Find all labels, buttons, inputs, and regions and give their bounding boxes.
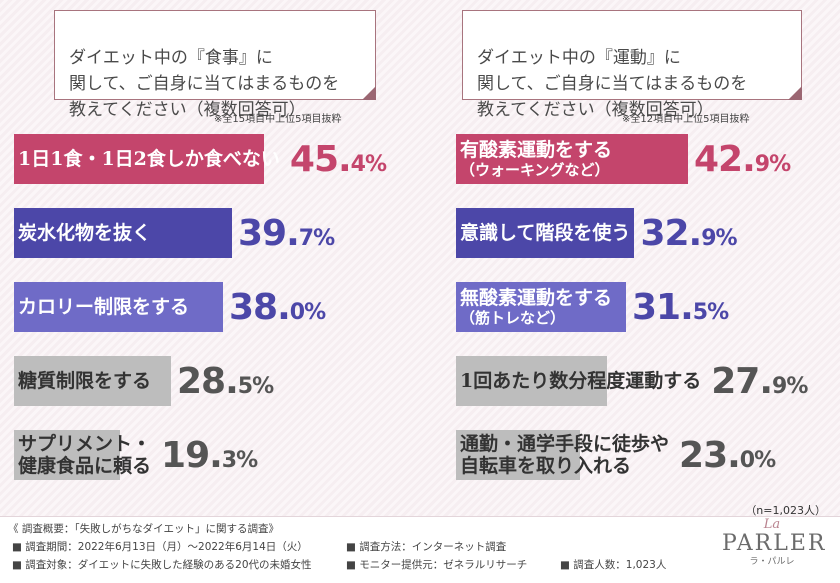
left-bar-value-dec-5: 3% <box>221 447 258 473</box>
right-bar-label-2: 意識して階段を使う <box>460 208 630 258</box>
left-bar-value-3: 38. 0% <box>229 282 326 332</box>
left-bar-label-text-4: 糖質制限をする <box>18 370 152 392</box>
left-bar-label-text-5: サプリメント・ <box>18 433 152 455</box>
right-bar-value-int-4: 27. <box>711 360 773 402</box>
right-chart-note: ※全12項目中上位5項目抜粋 <box>622 114 750 125</box>
right-bar-value-4: 27. 9% <box>711 356 808 406</box>
left-bar-value-int-1: 45. <box>289 138 352 180</box>
right-bar-value-dec-4: 9% <box>772 373 808 399</box>
right-bar-5 <box>456 430 580 480</box>
right-bar-value-int-5: 23. <box>679 434 741 476</box>
survey-provider: ■ モニター提供元：ゼネラルリサーチ <box>346 559 528 571</box>
right-bar-label-text-4: 1回あたり数分程度運動する <box>460 370 702 392</box>
right-bar-sublabel-5: 自転車を取り入れる <box>460 455 632 477</box>
logo-kana: ラ・パルレ <box>749 557 795 567</box>
left-bar-value-2: 39. 7% <box>238 208 335 258</box>
left-chart-note: ※全15項目中上位5項目抜粋 <box>214 114 342 125</box>
right-bar-value-dec-2: 9% <box>701 225 737 251</box>
right-bar-label-3: 無酸素運動をする （筋トレなど） <box>460 282 612 332</box>
right-bar-label-4: 1回あたり数分程度運動する <box>460 356 701 406</box>
survey-target: ■ 調査対象：ダイエットに失敗した経験のある20代の未婚女性 <box>12 559 312 571</box>
left-bar-2 <box>14 208 232 258</box>
right-bar-sublabel-1: （ウォーキングなど） <box>460 161 610 179</box>
left-bar-value-dec-1: 4% <box>350 151 387 177</box>
right-bar-value-dec-1: 9% <box>754 151 791 177</box>
right-bar-1 <box>456 134 688 184</box>
left-bar-value-int-5: 19. <box>161 434 223 476</box>
left-bar-value-5: 19. 3% <box>161 430 258 480</box>
right-bar-label-text-2: 意識して階段を使う <box>460 222 631 244</box>
left-question-title: ダイエット中の『食事』に 関して、ご自身に当てはまるものを 教えてください（複数… <box>69 48 340 120</box>
right-bar-sublabel-3: （筋トレなど） <box>460 309 566 327</box>
logo-la: La <box>763 517 781 532</box>
right-bar-4 <box>456 356 607 406</box>
right-question-box: ダイエット中の『運動』に 関して、ご自身に当てはまるものを 教えてください（複数… <box>462 10 802 120</box>
left-bar-value-int-4: 28. <box>177 360 239 402</box>
right-bar-value-dec-5: 0% <box>739 447 776 473</box>
left-bar-value-dec-4: 5% <box>237 373 274 399</box>
left-bar-label-3: カロリー制限をする <box>18 282 189 332</box>
left-bar-value-int-2: 39. <box>238 212 300 254</box>
right-bar-value-dec-3: 5% <box>692 299 729 325</box>
right-bar-value-int-3: 31. <box>632 286 694 328</box>
left-bar-1 <box>14 134 264 184</box>
right-bar-value-1: 42. 9% <box>694 134 791 184</box>
sample-size-note: （n=1,023人） <box>745 504 826 517</box>
right-bar-value-int-1: 42. <box>694 138 756 180</box>
logo-parler: PARLER <box>722 531 827 556</box>
right-question-title: ダイエット中の『運動』に 関して、ご自身に当てはまるものを 教えてください（複数… <box>477 48 748 120</box>
left-bar-value-dec-3: 0% <box>289 299 326 325</box>
left-bar-4 <box>14 356 171 406</box>
la-parler-logo: La PARLER ラ・パルレ <box>722 517 827 578</box>
right-bar-value-int-2: 32. <box>640 212 702 254</box>
survey-footer: 《 調査概要：「失敗しがちなダイエット」に関する調査》 ■ 調査期間：2022年… <box>0 516 840 583</box>
left-bar-3 <box>14 282 223 332</box>
right-bar-3 <box>456 282 626 332</box>
left-bar-value-1: 45. 4% <box>289 134 387 184</box>
right-bar-label-1: 有酸素運動をする （ウォーキングなど） <box>460 134 612 184</box>
survey-count: ■ 調査人数：1,023人 <box>560 559 667 571</box>
left-bar-5 <box>14 430 120 480</box>
left-bar-value-dec-2: 7% <box>298 225 335 251</box>
right-bar-value-5: 23. 0% <box>679 430 776 480</box>
right-bar-label-text-5: 通勤・通学手段に徒歩や <box>460 433 670 455</box>
left-bar-label-1: 1日1食・1日2食しか食べない <box>18 134 280 184</box>
left-bar-sublabel-5: 健康食品に頼る <box>18 455 152 477</box>
right-bar-label-text-3: 無酸素運動をする <box>460 287 613 309</box>
left-bar-value-4: 28. 5% <box>177 356 274 406</box>
right-bar-label-5: 通勤・通学手段に徒歩や 自転車を取り入れる <box>460 430 669 480</box>
left-bar-label-5: サプリメント・ 健康食品に頼る <box>18 430 151 480</box>
survey-period: ■ 調査期間：2022年6月13日（月）～2022年6月14日（火） <box>12 541 308 553</box>
left-bar-label-text-2: 炭水化物を抜く <box>18 222 152 244</box>
right-bar-value-3: 31. 5% <box>632 282 729 332</box>
survey-title: 《 調査概要：「失敗しがちなダイエット」に関する調査》 <box>8 523 279 535</box>
survey-method: ■ 調査方法：インターネット調査 <box>346 541 507 553</box>
left-bar-label-text-3: カロリー制限をする <box>18 296 190 318</box>
left-bar-label-4: 糖質制限をする <box>18 356 151 406</box>
right-bar-label-text-1: 有酸素運動をする <box>460 139 613 161</box>
right-bar-chart: 有酸素運動をする （ウォーキングなど） 42. 9% 意識して階段を使う 32. 9% 無酸素… <box>456 126 840 506</box>
left-bar-label-2: 炭水化物を抜く <box>18 208 151 258</box>
left-question-box: ダイエット中の『食事』に 関して、ご自身に当てはまるものを 教えてください（複数… <box>54 10 376 120</box>
right-bar-2 <box>456 208 634 258</box>
left-bar-value-int-3: 38. <box>229 286 291 328</box>
left-bar-label-text-1: 1日1食・1日2食しか食べない <box>18 148 280 170</box>
right-bar-value-2: 32. 9% <box>640 208 737 258</box>
left-bar-chart: 1日1食・1日2食しか食べない 45. 4% 炭水化物を抜く 39. 7% カロリー制限をす… <box>14 126 434 506</box>
